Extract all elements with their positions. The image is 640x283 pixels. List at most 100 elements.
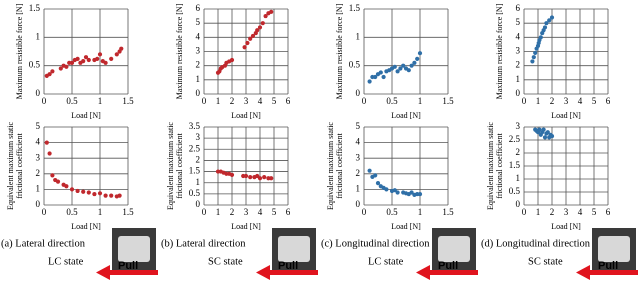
y-axis-label: Maximum resistible force [N] xyxy=(335,3,344,99)
y-tick-label: 2 xyxy=(516,60,521,70)
y-tick-label: 1 xyxy=(356,31,361,41)
x-tick-label: 0 xyxy=(522,96,527,106)
y-tick-label: 3 xyxy=(516,121,521,131)
y-tick-label: 3 xyxy=(36,152,41,162)
y-tick-label: 3.5 xyxy=(189,121,201,131)
data-point xyxy=(248,36,253,41)
x-tick-label: 4 xyxy=(258,96,263,106)
photo-object xyxy=(438,236,470,262)
y-tick-label: 4 xyxy=(356,137,361,147)
data-point xyxy=(375,181,381,186)
data-point xyxy=(245,40,250,46)
data-point xyxy=(69,60,75,65)
x-axis-label: Load [N] xyxy=(391,222,421,231)
x-tick-label: 3 xyxy=(244,96,249,106)
y-tick-label: 0 xyxy=(196,88,201,98)
data-point xyxy=(117,193,122,198)
x-tick-label: 1.5 xyxy=(442,96,454,106)
data-point xyxy=(109,56,114,61)
y-tick-label: 2.5 xyxy=(189,143,201,153)
caption-title: (d) Longitudinal direction xyxy=(481,238,591,249)
x-tick-label: 1.5 xyxy=(122,207,134,217)
y-tick-label: 2 xyxy=(356,168,361,178)
x-tick-label: 0.5 xyxy=(386,96,398,106)
y-tick-label: 5 xyxy=(196,17,201,27)
x-tick-label: 0.5 xyxy=(386,207,398,217)
x-tick-label: 1 xyxy=(536,207,541,217)
x-tick-label: 1 xyxy=(216,96,221,106)
data-point xyxy=(263,13,268,19)
data-point xyxy=(392,188,397,193)
x-tick-label: 0 xyxy=(202,207,207,217)
x-tick-label: 0 xyxy=(522,207,527,217)
data-point xyxy=(269,9,274,14)
y-axis-label: Equivalent maximum static xyxy=(326,122,335,210)
y-axis-label: frictional coefficient xyxy=(335,133,344,199)
y-tick-label: 3 xyxy=(196,46,201,56)
x-tick-label: 0 xyxy=(42,96,47,106)
data-point xyxy=(395,69,400,74)
data-point xyxy=(255,173,260,179)
data-point xyxy=(86,57,91,63)
arrow-head xyxy=(96,265,110,280)
caption-state: SC state xyxy=(208,256,243,267)
y-tick-label: 1 xyxy=(356,183,361,193)
data-point xyxy=(58,66,63,71)
arrow-shaft xyxy=(268,270,318,275)
arrow-head xyxy=(416,265,430,280)
x-axis-label: Load [N] xyxy=(391,111,421,120)
data-point xyxy=(86,190,91,195)
data-point xyxy=(269,176,274,181)
x-tick-label: 1 xyxy=(536,96,541,106)
x-axis-label: Load [N] xyxy=(71,111,101,120)
data-point xyxy=(367,79,372,84)
arrow-head xyxy=(576,265,590,280)
y-tick-label: 0 xyxy=(516,199,521,209)
y-tick-label: 4 xyxy=(196,31,201,41)
y-tick-label: 5 xyxy=(356,121,361,131)
y-tick-label: 0 xyxy=(356,199,361,209)
photo-object xyxy=(278,236,310,262)
y-tick-label: 5 xyxy=(36,121,41,131)
y-tick-label: 0.5 xyxy=(349,60,361,70)
y-axis-label: Equivalent maximum static xyxy=(6,122,15,210)
data-point xyxy=(542,25,548,30)
arrow-shaft xyxy=(108,270,158,275)
data-point xyxy=(262,175,267,180)
y-tick-label: 3 xyxy=(196,132,201,142)
data-point xyxy=(229,172,235,178)
caption-title: (c) Longitudinal direction xyxy=(321,238,430,249)
data-point xyxy=(243,173,249,179)
x-tick-label: 4 xyxy=(578,96,583,106)
x-tick-label: 1 xyxy=(418,96,423,106)
data-point xyxy=(530,59,535,64)
x-tick-label: 1 xyxy=(98,96,103,106)
data-point xyxy=(549,15,555,20)
y-tick-label: 2 xyxy=(196,60,201,70)
y-tick-label: 6 xyxy=(196,3,201,13)
data-point xyxy=(64,184,69,189)
y-tick-label: 1 xyxy=(36,31,41,41)
photo-object xyxy=(598,236,630,262)
data-point xyxy=(255,28,260,33)
y-axis-label: Equivalent maximum static xyxy=(486,122,495,210)
data-point xyxy=(50,69,55,74)
data-point xyxy=(250,33,256,39)
data-point xyxy=(81,189,86,194)
x-tick-label: 1 xyxy=(98,207,103,217)
x-tick-label: 5 xyxy=(272,207,277,217)
data-point xyxy=(538,35,543,40)
data-point xyxy=(75,56,80,61)
x-axis-label: Load [N] xyxy=(231,111,261,120)
y-tick-label: 2 xyxy=(516,147,521,157)
x-tick-label: 5 xyxy=(272,96,277,106)
y-tick-label: 1 xyxy=(516,173,521,183)
data-point xyxy=(55,179,61,184)
data-point xyxy=(409,190,414,195)
y-axis-label: frictional coefficient xyxy=(495,133,504,199)
data-point xyxy=(47,151,52,156)
x-tick-label: 0.5 xyxy=(66,207,78,217)
x-tick-label: 1.5 xyxy=(122,96,134,106)
x-axis-label: Load [N] xyxy=(551,222,581,231)
